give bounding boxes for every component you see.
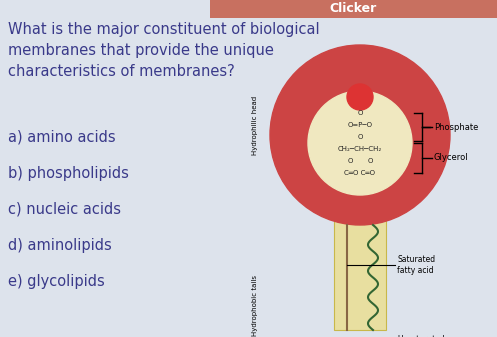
Text: Saturated
fatty acid: Saturated fatty acid <box>397 255 435 275</box>
Text: d) aminolipids: d) aminolipids <box>8 238 112 253</box>
Text: Glycerol: Glycerol <box>434 153 469 162</box>
Text: O: O <box>367 158 373 164</box>
Bar <box>334 220 386 330</box>
Text: O: O <box>357 134 363 140</box>
Text: CH₂─CH─CH₂: CH₂─CH─CH₂ <box>338 146 382 152</box>
Text: O: O <box>357 110 363 116</box>
Text: What is the major constituent of biological
membranes that provide the unique
ch: What is the major constituent of biologi… <box>8 22 320 79</box>
Text: Clicker: Clicker <box>330 2 377 16</box>
Text: e) glycolipids: e) glycolipids <box>8 274 105 289</box>
Bar <box>210 0 497 18</box>
Text: Hydrophobic tails: Hydrophobic tails <box>252 275 258 336</box>
Circle shape <box>347 84 373 110</box>
Text: Phosphate: Phosphate <box>434 123 479 131</box>
Text: C═O C═O: C═O C═O <box>344 170 376 176</box>
Text: b) phospholipids: b) phospholipids <box>8 166 129 181</box>
Text: c) nucleic acids: c) nucleic acids <box>8 202 121 217</box>
Circle shape <box>270 45 450 225</box>
Text: O=P─O: O=P─O <box>347 122 372 128</box>
Text: Hydrophilic head: Hydrophilic head <box>252 95 258 155</box>
Text: a) amino acids: a) amino acids <box>8 130 116 145</box>
Text: O: O <box>347 158 353 164</box>
Text: Unsaturated
fatty acid: Unsaturated fatty acid <box>397 335 445 337</box>
Circle shape <box>308 91 412 195</box>
